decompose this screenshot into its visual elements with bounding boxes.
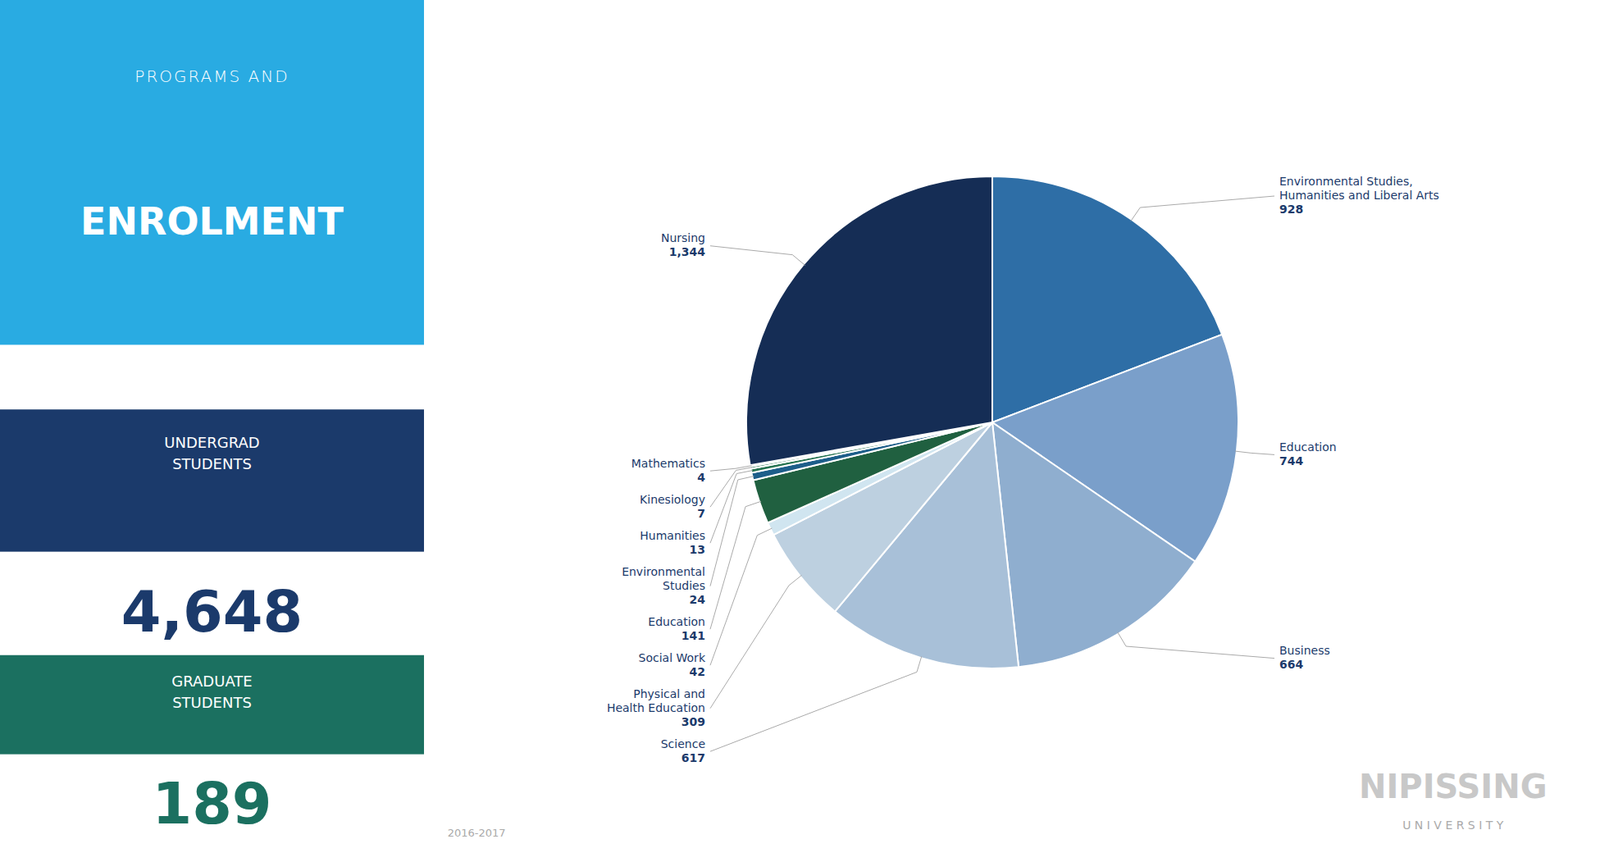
value-label: 141 bbox=[681, 629, 706, 643]
undergrad-label: UNDERGRADSTUDENTS bbox=[164, 433, 260, 473]
pie bbox=[746, 176, 1239, 669]
pie-slice bbox=[746, 176, 993, 465]
category-label: Mathematics bbox=[631, 456, 706, 470]
value-label: 664 bbox=[1279, 657, 1304, 671]
value-label: 744 bbox=[1279, 454, 1304, 468]
leader-line bbox=[710, 501, 762, 630]
graduate-label: GRADUATESTUDENTS bbox=[171, 672, 252, 712]
value-label: 13 bbox=[689, 542, 706, 557]
category-label: EnvironmentalStudies bbox=[621, 565, 706, 593]
title: ENROLMENT bbox=[80, 199, 344, 244]
year: 2016-2017 bbox=[447, 826, 506, 839]
value-label: 24 bbox=[689, 592, 707, 607]
leader-line bbox=[710, 528, 772, 666]
category-label: Humanities bbox=[639, 528, 706, 543]
undergrad-total: 4,648 bbox=[121, 578, 303, 646]
labels: Nursing1,344 Mathematics4 Kinesiology7 Huma… bbox=[606, 174, 1440, 765]
value-label: 928 bbox=[1279, 202, 1304, 216]
value-label: 617 bbox=[681, 751, 706, 765]
category-label: Education bbox=[1279, 440, 1337, 454]
category-label: Education bbox=[647, 615, 706, 629]
pie-slice bbox=[992, 422, 1195, 667]
value-label: 309 bbox=[681, 715, 706, 729]
subtitle: PROGRAMS AND bbox=[134, 66, 289, 87]
leader-line bbox=[1235, 451, 1275, 455]
value-label: 7 bbox=[697, 506, 706, 520]
value-label: 1,344 bbox=[669, 245, 707, 259]
value-label: 42 bbox=[689, 665, 706, 679]
category-label: Environmental Studies,Humanities and Lib… bbox=[1279, 174, 1440, 202]
leader-line bbox=[1130, 196, 1275, 221]
left-panel: PROGRAMS AND ENROLMENT bbox=[0, 0, 424, 755]
graduate-total: 189 bbox=[151, 770, 272, 838]
header-band bbox=[0, 0, 424, 345]
category-label: Science bbox=[660, 737, 706, 751]
graduate-band bbox=[0, 655, 424, 755]
leader-line bbox=[710, 476, 754, 587]
category-label: Kinesiology bbox=[639, 492, 706, 506]
leader-line bbox=[710, 574, 802, 708]
undergrad-band bbox=[0, 409, 424, 552]
category-label: Nursing bbox=[660, 231, 706, 245]
value-label: 4 bbox=[697, 470, 706, 484]
category-label: Physical andHealth Education bbox=[606, 687, 706, 715]
brand-name: NIPISSING bbox=[1358, 767, 1548, 806]
category-label: Social Work bbox=[638, 651, 707, 665]
category-label: Business bbox=[1279, 643, 1331, 657]
chart: PROGRAMS AND ENROLMENT UNDERGRADSTUDENTS 4,… bbox=[0, 0, 1600, 862]
brand-subtitle: U N I V E R S I T Y bbox=[1402, 818, 1505, 832]
leader-line bbox=[710, 246, 806, 266]
leader-line bbox=[710, 656, 922, 752]
leader-line bbox=[1117, 632, 1275, 659]
